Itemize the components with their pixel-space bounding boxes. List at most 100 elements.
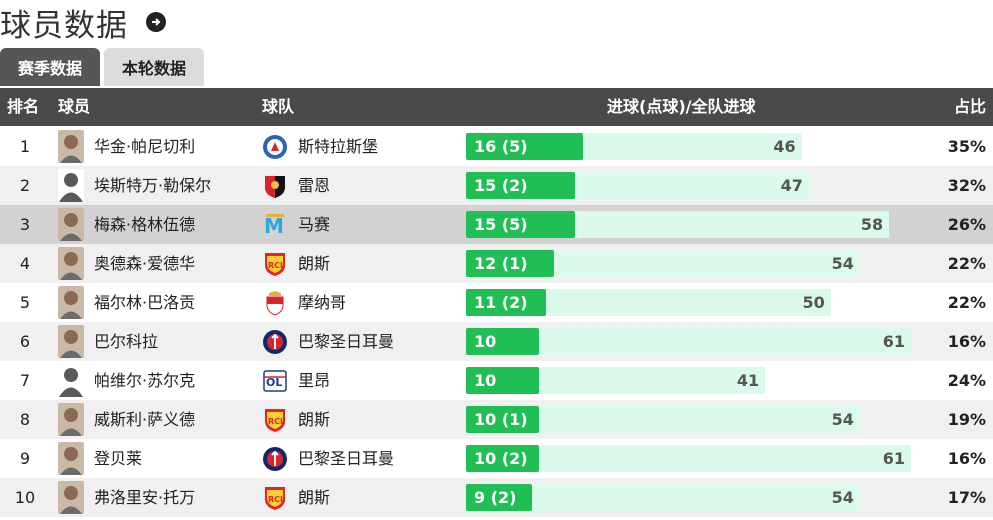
player-name-link[interactable]: 威斯利·萨义德: [94, 410, 196, 429]
team-name-link[interactable]: 巴黎圣日耳曼: [298, 332, 395, 351]
table-row[interactable]: 3 梅森·格林伍德 M 马赛 15 (5) 58 26%: [0, 205, 993, 244]
player-name-link[interactable]: 华金·帕尼切利: [94, 137, 196, 156]
team-name-link[interactable]: 里昂: [298, 371, 331, 390]
table-row[interactable]: 7 帕维尔·苏尔克 OL 里昂 10 41 24%: [0, 361, 993, 400]
psg-crest: [262, 446, 288, 472]
goal-share-cell: 17%: [947, 488, 986, 507]
header-team[interactable]: 球队: [262, 97, 295, 116]
player-avatar: [58, 364, 84, 397]
player-name-link[interactable]: 埃斯特万·勒保尔: [94, 176, 212, 195]
rank-cell: 4: [19, 254, 31, 273]
lens-crest: RCL: [262, 407, 288, 433]
team-name-link[interactable]: 巴黎圣日耳曼: [298, 449, 395, 468]
player-goals-bar: [466, 445, 539, 472]
rank-cell: 9: [19, 449, 31, 468]
player-goals-bar: [466, 211, 576, 238]
player-goals-label: 15 (5): [474, 215, 528, 234]
goal-share-cell: 24%: [947, 371, 986, 390]
team-name-link[interactable]: 朗斯: [298, 410, 331, 429]
player-goals-label: 10 (2): [474, 449, 528, 468]
goal-share-cell: 22%: [947, 293, 986, 312]
player-avatar: [58, 481, 84, 514]
table-row[interactable]: 2 埃斯特万·勒保尔 雷恩 15 (2) 47 32%: [0, 166, 993, 205]
team-goals-label: 54: [831, 488, 854, 507]
player-avatar: [58, 169, 84, 202]
header-share[interactable]: 占比: [953, 97, 986, 116]
player-name-link[interactable]: 巴尔科拉: [94, 332, 159, 351]
header-player[interactable]: 球员: [58, 97, 91, 116]
player-goals-label: 11 (2): [474, 293, 528, 312]
player-goals-bar: [466, 133, 583, 160]
table-row[interactable]: 10 弗洛里安·托万 RCL 朗斯 9 (2) 54 17%: [0, 478, 993, 517]
rank-cell: 7: [19, 371, 31, 390]
player-goals-bar: [466, 484, 532, 511]
table-row[interactable]: 5 福尔林·巴洛贡 摩纳哥 11 (2) 50 22%: [0, 283, 993, 322]
team-goals-label: 46: [773, 137, 796, 156]
player-goals-label: 10: [474, 332, 497, 351]
table-row[interactable]: 1 华金·帕尼切利 斯特拉斯堡 16 (5) 46 35%: [0, 127, 993, 166]
player-goals-label: 10: [474, 371, 497, 390]
goal-share-cell: 22%: [947, 254, 986, 273]
team-goals-label: 58: [860, 215, 884, 234]
tab-season-stats[interactable]: 赛季数据: [0, 48, 101, 86]
svg-text:RCL: RCL: [268, 417, 285, 426]
player-avatar: [58, 208, 84, 241]
player-goals-bar: [466, 406, 539, 433]
team-goals-label: 41: [736, 371, 760, 390]
team-goals-label: 47: [780, 176, 803, 195]
goal-share-cell: 19%: [947, 410, 986, 429]
title-row: 球员数据: [0, 0, 166, 44]
svg-text:M: M: [264, 214, 284, 238]
rennes-crest: [262, 173, 288, 199]
player-goals-bar: [466, 172, 576, 199]
goal-share-cell: 16%: [947, 332, 986, 351]
player-name-link[interactable]: 帕维尔·苏尔克: [94, 371, 196, 390]
player-name-link[interactable]: 福尔林·巴洛贡: [94, 293, 196, 312]
player-name-link[interactable]: 奥德森·爱德华: [94, 254, 196, 273]
team-name-link[interactable]: 斯特拉斯堡: [298, 137, 379, 156]
player-avatar: [58, 442, 84, 475]
team-goals-label: 61: [882, 332, 905, 351]
player-name-link[interactable]: 弗洛里安·托万: [94, 488, 196, 507]
table-row[interactable]: 4 奥德森·爱德华 RCL 朗斯 12 (1) 54 22%: [0, 244, 993, 283]
team-name-link[interactable]: 马赛: [298, 215, 331, 234]
player-table-body: 1 华金·帕尼切利 斯特拉斯堡 16 (5) 46 35% 2 埃斯特万·勒保尔 雷恩 15 (2…: [0, 127, 993, 517]
team-name-link[interactable]: 摩纳哥: [298, 293, 347, 312]
team-goals-bar: [466, 445, 911, 472]
player-avatar: [58, 286, 84, 319]
tab-round-stats[interactable]: 本轮数据: [104, 48, 205, 86]
goal-share-cell: 35%: [947, 137, 986, 156]
player-name-link[interactable]: 登贝莱: [94, 449, 143, 468]
player-goals-label: 10 (1): [474, 410, 528, 429]
team-name-link[interactable]: 朗斯: [298, 488, 331, 507]
table-row[interactable]: 9 登贝莱 巴黎圣日耳曼 10 (2) 61 16%: [0, 439, 993, 478]
lens-crest: RCL: [262, 251, 288, 277]
rank-cell: 6: [19, 332, 31, 351]
player-goals-bar: [466, 289, 547, 316]
goal-share-cell: 16%: [947, 449, 986, 468]
rank-cell: 3: [19, 215, 31, 234]
strasbourg-crest: [262, 134, 288, 160]
tab-bar: 赛季数据 本轮数据: [0, 48, 208, 86]
player-avatar: [58, 403, 84, 436]
table-row[interactable]: 8 威斯利·萨义德 RCL 朗斯 10 (1) 54 19%: [0, 400, 993, 439]
table-header: 排名 球员 球队 进球(点球)/全队进球 占比: [0, 88, 993, 126]
player-goals-label: 15 (2): [474, 176, 528, 195]
player-name-link[interactable]: 梅森·格林伍德: [94, 215, 196, 234]
table-row[interactable]: 6 巴尔科拉 巴黎圣日耳曼 10 61 16%: [0, 322, 993, 361]
header-goals[interactable]: 进球(点球)/全队进球: [607, 97, 756, 116]
player-goals-label: 16 (5): [474, 137, 528, 156]
goal-share-cell: 32%: [947, 176, 986, 195]
player-goals-bar: [466, 367, 539, 394]
lyon-crest: OL: [262, 368, 288, 394]
team-name-link[interactable]: 雷恩: [298, 176, 331, 195]
rank-cell: 8: [19, 410, 31, 429]
header-rank[interactable]: 排名: [7, 97, 40, 116]
monaco-crest: [262, 290, 288, 316]
rank-cell: 5: [19, 293, 31, 312]
team-name-link[interactable]: 朗斯: [298, 254, 331, 273]
arrow-right-circle-icon[interactable]: [146, 12, 166, 32]
player-avatar: [58, 247, 84, 280]
player-goals-bar: [466, 250, 554, 277]
team-goals-bar: [466, 328, 911, 355]
